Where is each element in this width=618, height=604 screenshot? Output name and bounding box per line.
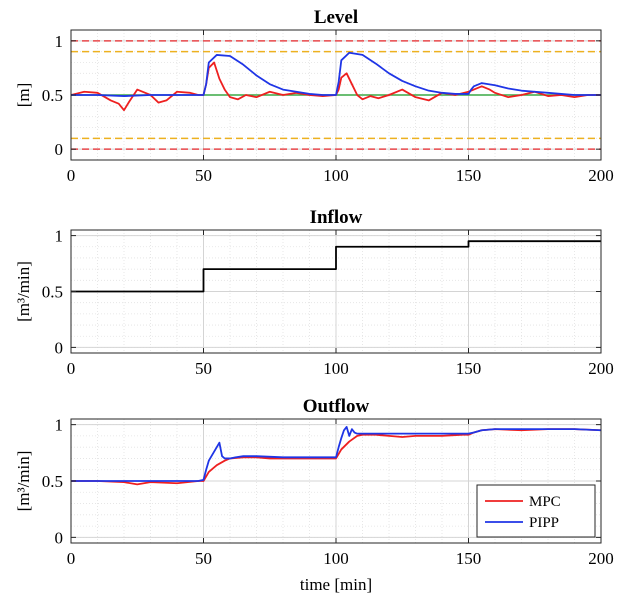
- x-tick-label: 100: [323, 166, 349, 185]
- x-tick-label: 50: [195, 166, 212, 185]
- x-tick-label: 50: [195, 359, 212, 378]
- y-axis-label: [m³/min]: [14, 261, 33, 322]
- legend-label-pipp: PIPP: [529, 515, 559, 531]
- x-axis-label: time [min]: [300, 575, 372, 594]
- panel-level: 0 50 100 150 200 0 0.5 1 Level [m]: [14, 7, 614, 185]
- legend-label-mpc: MPC: [529, 494, 561, 510]
- x-tick-label: 150: [456, 359, 482, 378]
- legend: MPC PIPP: [476, 484, 596, 538]
- y-tick-label: 1: [55, 227, 64, 246]
- y-tick-label: 0.5: [42, 86, 63, 105]
- y-tick-label: 1: [55, 416, 64, 435]
- x-tick-label: 150: [456, 549, 482, 568]
- x-tick-label: 0: [67, 359, 76, 378]
- y-axis-label: [m³/min]: [14, 451, 33, 512]
- panel-title: Outflow: [303, 396, 370, 417]
- y-tick-label: 0: [55, 528, 64, 547]
- panel-outflow: 0 50 100 150 200 0 0.5 1 Outflow [m³/min] time [mi…: [14, 396, 614, 594]
- x-tick-label: 200: [588, 359, 614, 378]
- x-tick-label: 50: [195, 549, 212, 568]
- y-tick-label: 0.5: [42, 283, 63, 302]
- x-tick-label: 100: [323, 549, 349, 568]
- panel-inflow: 0 50 100 150 200 0 0.5 1 Inflow [m³/min]: [14, 207, 614, 378]
- x-tick-label: 150: [456, 166, 482, 185]
- y-tick-label: 0: [55, 140, 64, 159]
- x-tick-label: 0: [67, 166, 76, 185]
- y-tick-label: 0: [55, 338, 64, 357]
- x-tick-label: 200: [588, 166, 614, 185]
- x-tick-label: 200: [588, 549, 614, 568]
- panel-title: Inflow: [310, 207, 363, 228]
- panel-title: Level: [314, 7, 358, 28]
- series-line-pipp: [71, 425, 601, 482]
- x-tick-label: 100: [323, 359, 349, 378]
- legend-box: [476, 484, 596, 538]
- series-line-0: [71, 240, 601, 293]
- y-tick-label: 0.5: [42, 472, 63, 491]
- y-tick-label: 1: [55, 32, 64, 51]
- x-tick-label: 0: [67, 549, 76, 568]
- series-line-1: [71, 51, 601, 97]
- series-line-0: [71, 61, 601, 112]
- y-axis-label: [m]: [14, 83, 33, 108]
